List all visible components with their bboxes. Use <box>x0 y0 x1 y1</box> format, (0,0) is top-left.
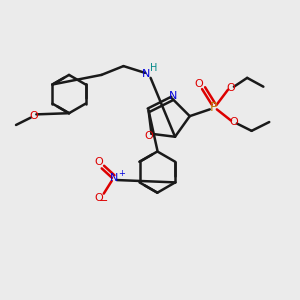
Text: N: N <box>169 92 177 101</box>
Text: P: P <box>210 101 217 114</box>
Text: +: + <box>118 169 124 178</box>
Text: H: H <box>150 63 157 74</box>
Text: O: O <box>195 79 203 89</box>
Text: O: O <box>145 131 154 141</box>
Text: N: N <box>142 69 151 79</box>
Text: O: O <box>29 111 38 121</box>
Text: N: N <box>110 173 118 183</box>
Text: −: − <box>99 196 109 206</box>
Text: O: O <box>95 193 103 203</box>
Text: O: O <box>226 83 235 93</box>
Text: O: O <box>95 157 103 167</box>
Text: O: O <box>230 117 238 127</box>
